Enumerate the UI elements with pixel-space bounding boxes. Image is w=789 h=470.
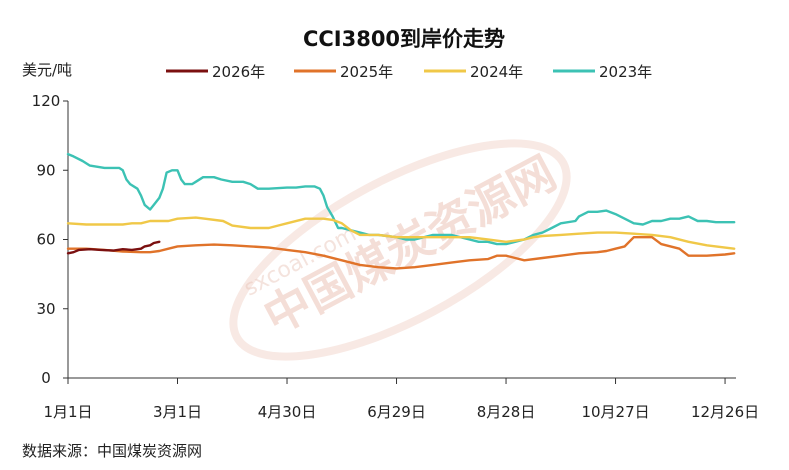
- watermark-ellipse: [229, 139, 571, 361]
- y-tick-label: 90: [36, 161, 55, 179]
- series-line-2024年: [66, 216, 736, 250]
- x-tick-label: 4月30日: [258, 403, 317, 421]
- x-tick-label: 12月26日: [691, 403, 759, 421]
- chart-title: CCI3800到岸价走势: [303, 27, 505, 51]
- series-line-2025年: [66, 236, 736, 270]
- legend-label: 2026年: [212, 63, 265, 81]
- y-tick-label: 60: [36, 231, 55, 249]
- legend-label: 2023年: [599, 63, 652, 81]
- x-tick-label: 3月1日: [153, 403, 202, 421]
- watermark: 中国煤炭资源网 sxcoal.com: [229, 139, 571, 361]
- y-tick-label: 30: [36, 300, 55, 318]
- y-tick-label: 0: [41, 369, 51, 387]
- x-tick-label: 8月28日: [477, 403, 536, 421]
- series-line-2023年: [66, 152, 736, 246]
- x-tick-label: 6月29日: [367, 403, 426, 421]
- x-tick-label: 1月1日: [43, 403, 92, 421]
- series-group: [66, 152, 736, 270]
- y-tick-label: 120: [32, 92, 61, 110]
- x-tick-label: 10月27日: [581, 403, 649, 421]
- legend-label: 2025年: [340, 63, 393, 81]
- series-line-2026年: [66, 240, 161, 255]
- y-axis-unit: 美元/吨: [22, 61, 72, 79]
- legend-label: 2024年: [470, 63, 523, 81]
- axes: 120 90 60 30 0 1月1日 3月1日 4月30日 6月29日 8月28日 10月27日 1…: [32, 92, 759, 421]
- source-text: 数据来源：中国煤炭资源网: [22, 442, 202, 460]
- legend: 2026年 2025年 2024年 2023年: [166, 63, 652, 81]
- watermark-main: 中国煤炭资源网: [255, 145, 565, 344]
